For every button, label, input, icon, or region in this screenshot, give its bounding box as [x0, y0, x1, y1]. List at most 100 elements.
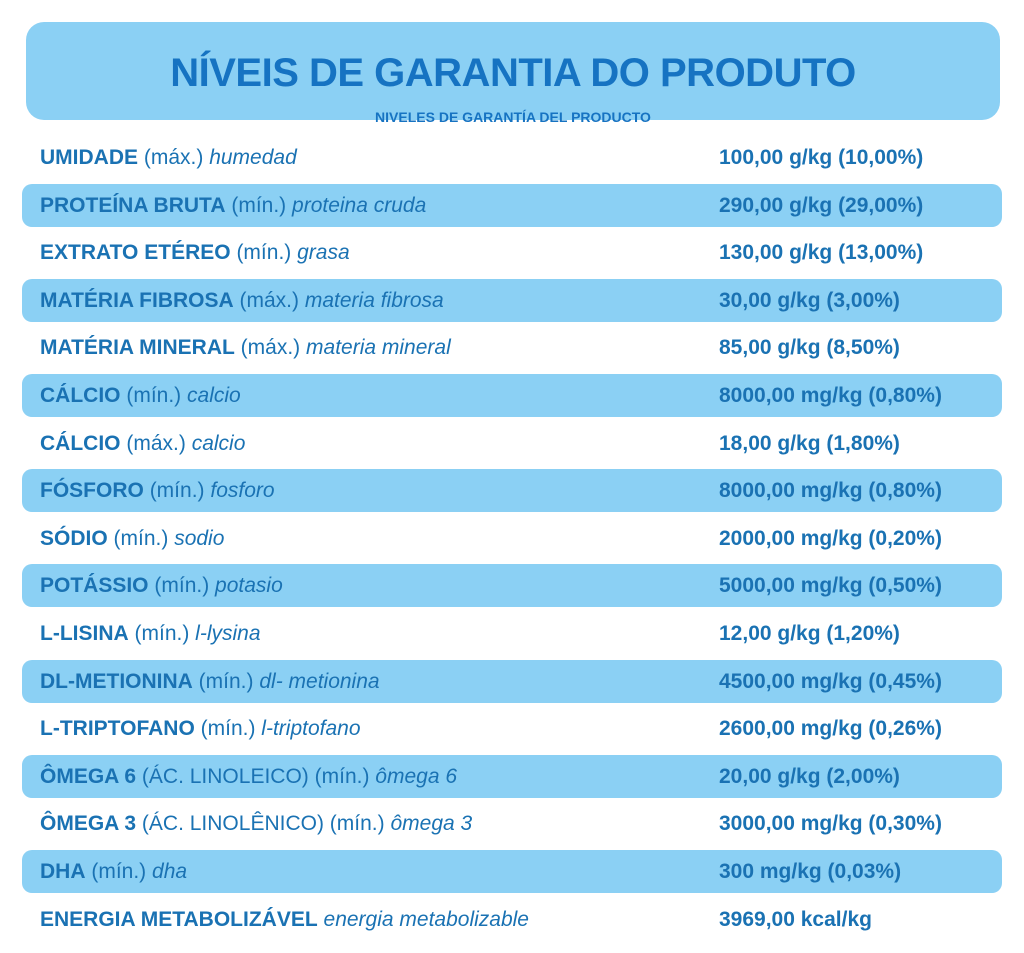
- table-row: MATÉRIA FIBROSA (máx.) materia fibrosa 30…: [22, 279, 1002, 322]
- nutrient-qualifier: (mín.): [113, 526, 169, 550]
- table-row: DHA (mín.) dha 300 mg/kg (0,03%): [22, 850, 1002, 893]
- nutrient-value: 4500,00 mg/kg (0,45%): [719, 669, 942, 693]
- nutrient-qualifier: (máx.): [126, 431, 186, 455]
- nutrient-spanish-name: dha: [152, 859, 188, 883]
- table-row: CÁLCIO (mín.) calcio 8000,00 mg/kg (0,80%…: [22, 374, 1002, 417]
- nutrient-value: 3969,00 kcal/kg: [719, 907, 872, 931]
- table-row: L-TRIPTOFANO (mín.) l-triptofano 2600,00 …: [22, 707, 1002, 750]
- table-row: ENERGIA METABOLIZÁVEL energia metaboliza…: [22, 898, 1002, 941]
- nutrient-qualifier: (mín.): [126, 383, 182, 407]
- nutrient-spanish-name: fosforo: [210, 478, 275, 502]
- nutrient-name: MATÉRIA MINERAL: [40, 335, 235, 359]
- nutrient-label: SÓDIO (mín.) sodio: [40, 527, 224, 551]
- nutrient-value: 3000,00 mg/kg (0,30%): [719, 811, 942, 835]
- nutrient-spanish-name: energia metabolizable: [323, 907, 529, 931]
- nutrient-qualifier: (mín.): [200, 716, 256, 740]
- table-row: SÓDIO (mín.) sodio 2000,00 mg/kg (0,20%): [22, 517, 1002, 560]
- table-row: ÔMEGA 6 (ÁC. LINOLEICO) (mín.) ômega 6 20…: [22, 755, 1002, 798]
- nutrient-name: UMIDADE: [40, 145, 138, 169]
- nutrient-value: 8000,00 mg/kg (0,80%): [719, 478, 942, 502]
- nutrient-label: CÁLCIO (máx.) calcio: [40, 432, 245, 456]
- nutrient-spanish-name: ômega 3: [390, 811, 473, 835]
- nutrient-value: 290,00 g/kg (29,00%): [719, 193, 924, 217]
- nutrient-label: DHA (mín.) dha: [40, 860, 187, 884]
- nutrient-name: MATÉRIA FIBROSA: [40, 288, 234, 312]
- nutrient-qualifier: (mín.): [236, 240, 292, 264]
- nutrient-value: 5000,00 mg/kg (0,50%): [719, 573, 942, 597]
- nutrient-spanish-name: l-lysina: [195, 621, 261, 645]
- table-row: EXTRATO ETÉREO (mín.) grasa 130,00 g/kg (…: [22, 231, 1002, 274]
- nutrient-spanish-name: l-triptofano: [261, 716, 361, 740]
- nutrient-value: 20,00 g/kg (2,00%): [719, 764, 900, 788]
- nutrient-name: SÓDIO: [40, 526, 108, 550]
- nutrient-value: 85,00 g/kg (8,50%): [719, 335, 900, 359]
- table-row: L-LISINA (mín.) l-lysina 12,00 g/kg (1,20…: [22, 612, 1002, 655]
- nutrient-name: CÁLCIO: [40, 431, 121, 455]
- nutrient-qualifier: (mín.): [134, 621, 190, 645]
- table-row: UMIDADE (máx.) humedad 100,00 g/kg (10,00…: [22, 136, 1002, 179]
- nutrient-value: 100,00 g/kg (10,00%): [719, 145, 924, 169]
- nutrient-label: L-TRIPTOFANO (mín.) l-triptofano: [40, 717, 361, 741]
- table-row: FÓSFORO (mín.) fosforo 8000,00 mg/kg (0,8…: [22, 469, 1002, 512]
- nutrient-label: MATÉRIA MINERAL (máx.) materia mineral: [40, 336, 451, 360]
- nutrient-label: MATÉRIA FIBROSA (máx.) materia fibrosa: [40, 289, 444, 313]
- nutrient-spanish-name: proteina cruda: [292, 193, 427, 217]
- nutrient-value: 18,00 g/kg (1,80%): [719, 431, 900, 455]
- nutrient-name: DHA: [40, 859, 86, 883]
- nutrient-name: CÁLCIO: [40, 383, 121, 407]
- nutrient-name: EXTRATO ETÉREO: [40, 240, 231, 264]
- nutrient-value: 2000,00 mg/kg (0,20%): [719, 526, 942, 550]
- nutrient-value: 12,00 g/kg (1,20%): [719, 621, 900, 645]
- nutrient-label: L-LISINA (mín.) l-lysina: [40, 622, 261, 646]
- nutrient-spanish-name: materia mineral: [306, 335, 451, 359]
- nutrient-name: POTÁSSIO: [40, 573, 149, 597]
- nutrient-name: FÓSFORO: [40, 478, 144, 502]
- nutrient-qualifier: (mín.): [149, 478, 205, 502]
- nutrient-name: ENERGIA METABOLIZÁVEL: [40, 907, 318, 931]
- nutrient-label: POTÁSSIO (mín.) potasio: [40, 574, 283, 598]
- nutrient-qualifier: (mín.): [198, 669, 254, 693]
- nutrient-qualifier: (máx.): [240, 335, 301, 359]
- nutrient-spanish-name: calcio: [187, 383, 241, 407]
- nutrient-spanish-name: potasio: [215, 573, 283, 597]
- nutrient-name: L-TRIPTOFANO: [40, 716, 195, 740]
- nutrient-value: 300 mg/kg (0,03%): [719, 859, 902, 883]
- nutrient-name: L-LISINA: [40, 621, 129, 645]
- nutrient-qualifier: (mín.): [91, 859, 147, 883]
- table-row: ÔMEGA 3 (ÁC. LINOLÊNICO) (mín.) ômega 3 3…: [22, 802, 1002, 845]
- nutrient-label: DL-METIONINA (mín.) dl- metionina: [40, 670, 380, 694]
- nutrient-value: 2600,00 mg/kg (0,26%): [719, 716, 942, 740]
- nutrient-label: PROTEÍNA BRUTA (mín.) proteina cruda: [40, 194, 426, 218]
- table-row: MATÉRIA MINERAL (máx.) materia mineral 85…: [22, 326, 1002, 369]
- nutrient-label: ENERGIA METABOLIZÁVEL energia metaboliza…: [40, 908, 529, 932]
- nutrient-spanish-name: dl- metionina: [259, 669, 380, 693]
- header-banner: NÍVEIS DE GARANTIA DO PRODUTO NIVELES DE…: [26, 22, 1000, 124]
- nutrient-spanish-name: materia fibrosa: [304, 288, 444, 312]
- nutrient-label: CÁLCIO (mín.) calcio: [40, 384, 241, 408]
- page-subtitle: NIVELES DE GARANTÍA DEL PRODUCTO: [375, 109, 651, 125]
- nutrient-spanish-name: ômega 6: [375, 764, 458, 788]
- table-row: POTÁSSIO (mín.) potasio 5000,00 mg/kg (0,…: [22, 564, 1002, 607]
- nutrient-name: PROTEÍNA BRUTA: [40, 193, 226, 217]
- nutrient-label: ÔMEGA 3 (ÁC. LINOLÊNICO) (mín.) ômega 3: [40, 812, 472, 836]
- nutrient-spanish-name: calcio: [191, 431, 246, 455]
- nutrient-qualifier: (mín.): [231, 193, 287, 217]
- nutrient-name: DL-METIONINA: [40, 669, 193, 693]
- nutrient-label: EXTRATO ETÉREO (mín.) grasa: [40, 241, 350, 265]
- page-title: NÍVEIS DE GARANTIA DO PRODUTO: [170, 51, 856, 95]
- nutrient-value: 130,00 g/kg (13,00%): [719, 240, 924, 264]
- nutrient-label: FÓSFORO (mín.) fosforo: [40, 479, 275, 503]
- table-row: PROTEÍNA BRUTA (mín.) proteina cruda 290,…: [22, 184, 1002, 227]
- nutrient-value: 30,00 g/kg (3,00%): [719, 288, 900, 312]
- table-row: CÁLCIO (máx.) calcio 18,00 g/kg (1,80%): [22, 422, 1002, 465]
- nutrient-qualifier: (mín.): [154, 573, 210, 597]
- nutrient-qualifier: (ÁC. LINOLEICO) (mín.): [141, 764, 370, 788]
- nutrient-qualifier: (máx.): [143, 145, 204, 169]
- nutrient-qualifier: (máx.): [239, 288, 300, 312]
- nutrient-name: ÔMEGA 3: [40, 811, 137, 835]
- nutrient-qualifier: (ÁC. LINOLÊNICO) (mín.): [141, 811, 385, 835]
- nutrient-value: 8000,00 mg/kg (0,80%): [719, 383, 942, 407]
- nutrient-spanish-name: grasa: [297, 240, 350, 264]
- nutrient-label: UMIDADE (máx.) humedad: [40, 146, 297, 170]
- nutrient-name: ÔMEGA 6: [40, 764, 137, 788]
